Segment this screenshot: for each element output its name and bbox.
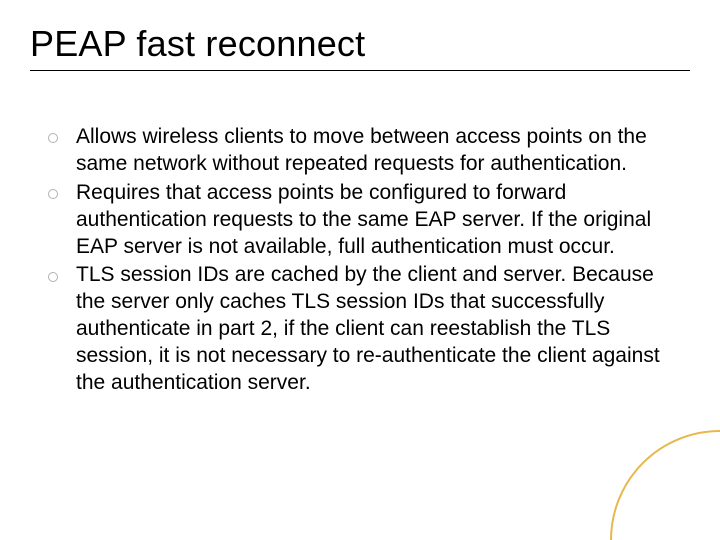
list-item: TLS session IDs are cached by the client… bbox=[48, 262, 672, 396]
decorative-arc bbox=[610, 430, 720, 540]
bullet-icon bbox=[48, 189, 58, 199]
slide-title: PEAP fast reconnect bbox=[30, 24, 690, 64]
slide: PEAP fast reconnect Allows wireless clie… bbox=[0, 0, 720, 540]
title-area: PEAP fast reconnect bbox=[30, 24, 690, 71]
bullet-text: Requires that access points be configure… bbox=[76, 181, 651, 258]
bullet-list: Allows wireless clients to move between … bbox=[48, 124, 672, 397]
slide-body: Allows wireless clients to move between … bbox=[48, 124, 672, 399]
list-item: Requires that access points be configure… bbox=[48, 180, 672, 261]
list-item: Allows wireless clients to move between … bbox=[48, 124, 672, 178]
bullet-text: Allows wireless clients to move between … bbox=[76, 125, 647, 175]
title-underline bbox=[30, 70, 690, 71]
bullet-icon bbox=[48, 133, 58, 143]
bullet-icon bbox=[48, 272, 58, 282]
bullet-text: TLS session IDs are cached by the client… bbox=[76, 263, 660, 394]
